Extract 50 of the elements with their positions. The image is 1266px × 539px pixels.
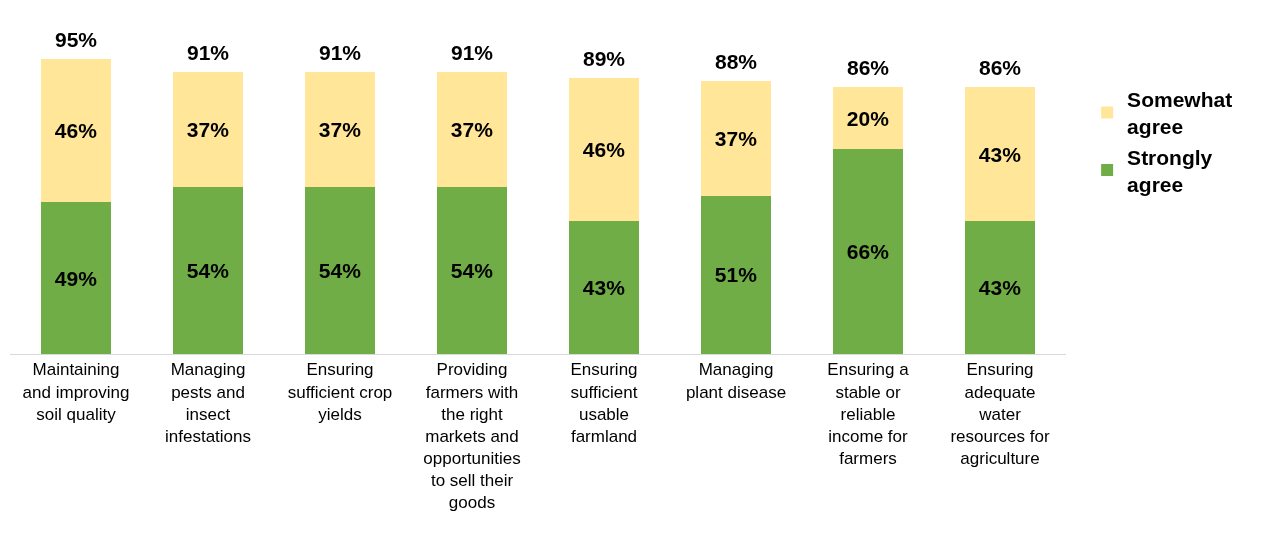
bar (41, 202, 111, 354)
x-tick-label: Ensuring a stable or reliable income for farmers (827, 360, 910, 468)
total-label: 95% (55, 28, 98, 51)
bar (569, 78, 639, 221)
bar (701, 195, 771, 354)
data-label: 43% (582, 275, 626, 299)
data-label: 46% (54, 119, 98, 143)
data-label: 54% (450, 258, 494, 282)
x-tick-label: Managing pests and insect infestations (165, 360, 251, 446)
total-label: 91% (187, 41, 230, 64)
data-label: 49% (54, 266, 98, 290)
bar (965, 87, 1035, 221)
data-label: 66% (846, 240, 890, 264)
x-tick-label: Providing farmers with the right markets and opportunities to sell their goods (423, 360, 521, 512)
legend-label: Strongly agree (1127, 145, 1213, 196)
bar (305, 71, 375, 187)
bar (437, 71, 507, 187)
total-label: 91% (451, 41, 494, 64)
bar (173, 71, 243, 187)
x-tick-label: Maintaining and improving soil quality (22, 360, 130, 424)
x-tick-label: Ensuring adequate water resources for agriculture (950, 360, 1050, 468)
data-label: 43% (978, 275, 1022, 299)
data-label: 54% (186, 258, 230, 282)
data-label: 20% (846, 106, 890, 130)
bar (569, 220, 639, 354)
total-label: 91% (319, 41, 362, 64)
bar (437, 186, 507, 354)
data-label: 54% (318, 258, 362, 282)
data-label: 37% (186, 117, 230, 141)
data-label: 51% (714, 263, 758, 287)
x-tick-label: Managing plant disease (685, 360, 787, 402)
bar (173, 186, 243, 354)
data-label: 46% (582, 137, 626, 161)
bar (305, 186, 375, 354)
bar (833, 87, 903, 150)
total-label: 86% (847, 56, 890, 79)
total-label: 88% (715, 50, 758, 73)
data-label: 37% (714, 127, 758, 151)
total-label: 89% (583, 47, 626, 70)
x-tick-label: Ensuring sufficient crop yields (287, 360, 393, 424)
total-label: 86% (979, 56, 1022, 79)
legend-label: Somewhat agree (1127, 87, 1233, 139)
data-label: 43% (978, 142, 1022, 166)
x-tick-label: Ensuring sufficient usable farmland (570, 360, 638, 446)
bar (965, 220, 1035, 354)
data-label: 37% (450, 117, 494, 141)
bar (833, 149, 903, 354)
bar (41, 59, 111, 203)
data-label: 37% (318, 117, 362, 141)
bar (701, 81, 771, 196)
